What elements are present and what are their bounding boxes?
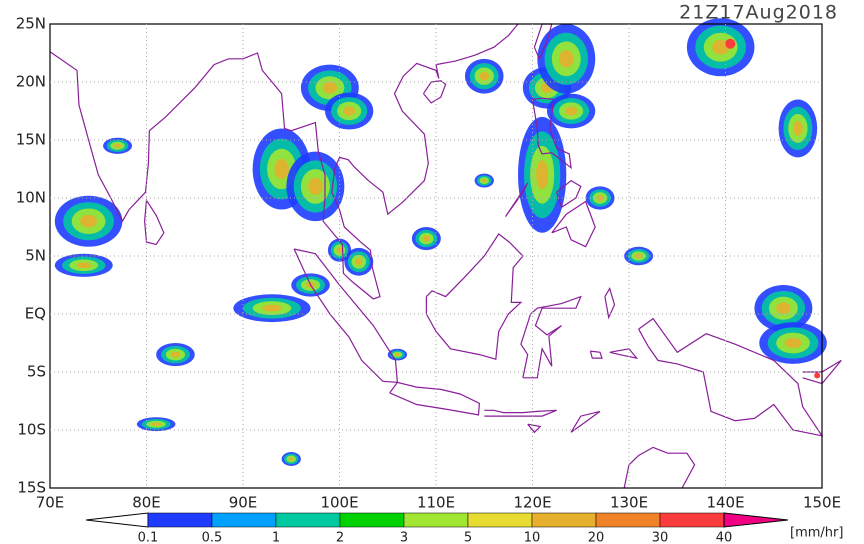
- lon-label: 100E: [320, 494, 358, 512]
- lat-label: 15S: [17, 479, 46, 497]
- lat-label: 10N: [16, 189, 46, 207]
- rain-cell: [151, 422, 161, 426]
- lat-label: 20N: [16, 73, 46, 91]
- coastline: [551, 200, 596, 248]
- lat-label: EQ: [25, 305, 46, 323]
- coastline: [505, 182, 529, 217]
- rain-cell: [170, 351, 181, 358]
- rain-cell: [784, 337, 802, 349]
- rain-cell: [479, 71, 490, 81]
- colorbar-label: 20: [588, 531, 605, 544]
- rain-cell: [536, 160, 549, 190]
- coastline: [609, 348, 639, 360]
- rain-cell: [274, 158, 289, 180]
- colorbar-box: [659, 512, 725, 528]
- lon-label: 150E: [803, 494, 841, 512]
- coastline: [425, 233, 524, 360]
- rain-cell: [262, 304, 282, 312]
- coastline: [589, 350, 603, 359]
- coastline: [144, 198, 165, 246]
- lat-label: 10S: [17, 421, 46, 439]
- rain-cell: [343, 106, 356, 116]
- coastline: [533, 23, 553, 61]
- lon-label: 80E: [132, 494, 161, 512]
- precipitation-field: [54, 18, 827, 466]
- colorbar-box: [403, 512, 469, 528]
- coastline: [638, 317, 824, 437]
- rain-cell: [559, 50, 574, 68]
- rain-cell: [776, 302, 791, 314]
- coastline: [604, 287, 616, 320]
- coastline: [623, 446, 696, 489]
- colorbar-label: 10: [524, 531, 541, 544]
- colorbar-label: 2: [336, 531, 344, 544]
- lat-label: 5S: [27, 363, 46, 381]
- coastline: [556, 179, 582, 209]
- coastline: [293, 248, 399, 384]
- lon-label: 140E: [706, 494, 744, 512]
- coastline: [570, 410, 601, 433]
- colorbar-box: [531, 512, 597, 528]
- lon-label: 120E: [513, 494, 551, 512]
- colorbar-box: [275, 512, 341, 528]
- colorbar-box: [339, 512, 405, 528]
- colorbar-low-triangle: [85, 512, 149, 528]
- coastline: [389, 381, 481, 416]
- coastline: [527, 423, 542, 434]
- colorbar-label: 0.1: [138, 531, 159, 544]
- colorbar-high-triangle: [723, 512, 789, 528]
- colorbar-label: 1: [272, 531, 280, 544]
- rain-core: [725, 38, 736, 49]
- lat-label: 15N: [16, 131, 46, 149]
- rain-cell: [308, 177, 323, 196]
- colorbar-label: 5: [464, 531, 472, 544]
- coastline: [484, 409, 557, 417]
- rain-cell: [113, 143, 122, 148]
- coastline: [802, 359, 842, 385]
- rain-core: [814, 372, 821, 379]
- colorbar-label: 40: [716, 531, 733, 544]
- rain-cell: [712, 39, 730, 55]
- rain-cell: [76, 262, 92, 269]
- lat-label: 5N: [25, 247, 46, 265]
- map-title: 21Z17Aug2018: [679, 2, 838, 24]
- lat-label: 25N: [16, 15, 46, 33]
- colorbar-box: [211, 512, 277, 528]
- rain-cell: [336, 247, 343, 254]
- coastlines: [49, 23, 842, 489]
- coastline: [423, 80, 447, 104]
- rain-cell: [394, 353, 400, 357]
- colorbar-box: [147, 512, 213, 528]
- colorbar-box: [467, 512, 533, 528]
- rain-cell: [793, 121, 803, 136]
- colorbar-label: 3: [400, 531, 408, 544]
- rain-cell: [596, 195, 604, 201]
- colorbar-box: [595, 512, 661, 528]
- colorbar-label: 30: [652, 531, 669, 544]
- rain-cell: [481, 178, 487, 183]
- coastline: [49, 23, 519, 300]
- lon-label: 110E: [417, 494, 455, 512]
- coastline: [520, 295, 582, 379]
- rain-cell: [355, 258, 363, 266]
- lon-label: 130E: [610, 494, 648, 512]
- rain-cell: [322, 82, 338, 94]
- rain-cell: [288, 457, 294, 461]
- colorbar-label: 0.5: [202, 531, 223, 544]
- colorbar-unit: [mm/hr]: [790, 526, 843, 541]
- rain-cell: [422, 235, 430, 242]
- rain-cell: [80, 214, 98, 228]
- lon-label: 70E: [36, 494, 65, 512]
- lon-label: 90E: [229, 494, 258, 512]
- coastline: [531, 97, 572, 170]
- rain-cell: [565, 106, 578, 116]
